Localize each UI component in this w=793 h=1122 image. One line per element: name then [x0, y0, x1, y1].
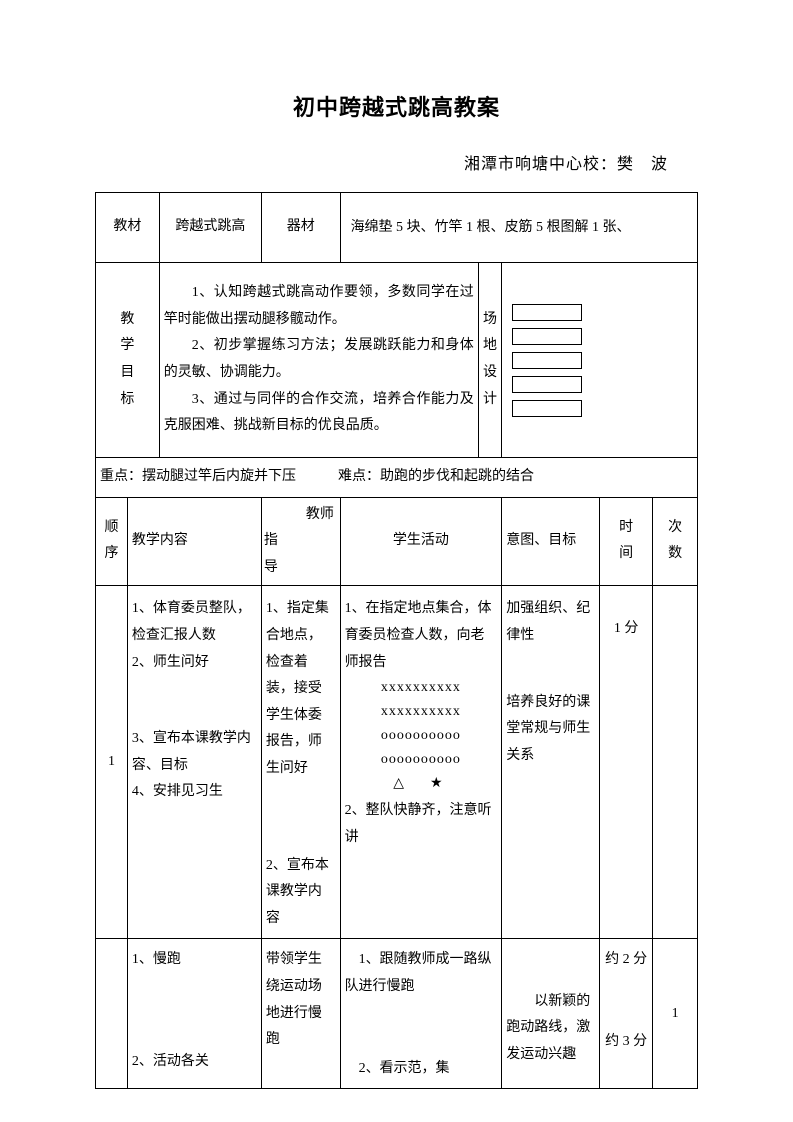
- h3b: 导: [264, 560, 278, 575]
- r2-content: 1、慢跑 2、活动各关: [127, 939, 261, 1089]
- objective-1: 1、认知跨越式跳高动作要领，多数同学在过竿时能做出摆动腿移髋动作。: [164, 280, 474, 333]
- r2-time-b: 约 3 分: [604, 1029, 648, 1056]
- r1-student: 1、在指定地点集合，体育委员检查人数，向老师报告 xxxxxxxxxx xxxx…: [340, 586, 502, 939]
- material: 跨越式跳高: [159, 193, 261, 263]
- page-title: 初中跨越式跳高教案: [95, 90, 698, 122]
- r1-content-b: 2、师生问好: [132, 650, 257, 677]
- r1-student-b: 2、整队快静齐，注意听讲: [345, 798, 498, 851]
- r2-intent: 以新颖的跑动路线，激发运动兴趣: [502, 939, 600, 1089]
- r1-content-d: 4、安排见习生: [132, 779, 257, 806]
- formation-x1: xxxxxxxxxx: [345, 676, 498, 700]
- field-l1: 场: [483, 312, 497, 327]
- r1-content-a: 1、体育委员整队，检查汇报人数: [132, 596, 257, 649]
- lesson-plan-table: 教材 跨越式跳高 器材 海绵垫 5 块、竹竿 1 根、皮筋 5 根图解 1 张、…: [95, 192, 698, 1089]
- field-boxes: [502, 263, 698, 458]
- r2-content-a: 1、慢跑: [132, 947, 257, 974]
- header-sequence: 顺 序: [96, 497, 128, 586]
- r1-intent-a: 加强组织、纪律性: [506, 596, 595, 649]
- r2-content-b: 2、活动各关: [132, 1049, 257, 1076]
- formation-o2: oooooooooo: [345, 748, 498, 772]
- h1a: 顺: [104, 520, 118, 535]
- header-content: 教学内容: [127, 497, 261, 586]
- field-box-4: [512, 376, 582, 393]
- r2-time-a: 约 2 分: [604, 947, 648, 974]
- r1-time: 1 分: [600, 586, 653, 939]
- r1-student-a: 1、在指定地点集合，体育委员检查人数，向老师报告: [345, 596, 498, 676]
- author-line: 湘潭市响塘中心校：樊 波: [95, 150, 698, 174]
- field-box-1: [512, 304, 582, 321]
- header-time: 时 间: [600, 497, 653, 586]
- r1-teacher-b: 2、宣布本课教学内容: [266, 853, 336, 933]
- field-box-2: [512, 328, 582, 345]
- r2-teacher: 带领学生绕运动场地进行慢跑: [261, 939, 340, 1089]
- r2-student-a: 1、跟随教师成一路纵队进行慢跑: [345, 947, 498, 1000]
- label-objectives: 教 学 目 标: [96, 263, 160, 458]
- formation-symbols: △ ★: [345, 771, 498, 798]
- r2-intent-text: 以新颖的跑动路线，激发运动兴趣: [506, 994, 590, 1062]
- r2-count: 1: [653, 939, 698, 1089]
- r1-content-c: 3、宣布本课教学内容、目标: [132, 726, 257, 779]
- header-teacher: 教师指 导: [261, 497, 340, 586]
- field-l4: 计: [483, 392, 497, 407]
- r1-teacher-a: 1、指定集合地点，检查着装，接受学生体委报告，师生问好: [266, 596, 336, 782]
- label-equipment: 器材: [261, 193, 340, 263]
- obj-label-2: 学: [120, 338, 134, 353]
- h1b: 序: [104, 546, 118, 561]
- obj-label-1: 教: [120, 312, 134, 327]
- formation-o1: oooooooooo: [345, 724, 498, 748]
- header-count: 次 数: [653, 497, 698, 586]
- r2-student: 1、跟随教师成一路纵队进行慢跑 2、看示范，集: [340, 939, 502, 1089]
- field-box-5: [512, 400, 582, 417]
- h7a: 次: [668, 520, 682, 535]
- objectives-text: 1、认知跨越式跳高动作要领，多数同学在过竿时能做出摆动腿移髋动作。 2、初步掌握…: [159, 263, 478, 458]
- formation-x2: xxxxxxxxxx: [345, 700, 498, 724]
- h3a: 教师指: [264, 507, 334, 549]
- obj-label-3: 目: [120, 365, 134, 380]
- h7b: 数: [668, 546, 682, 561]
- header-student: 学生活动: [340, 497, 502, 586]
- field-l2: 地: [483, 338, 497, 353]
- r2-time: 约 2 分 约 3 分: [600, 939, 653, 1089]
- r1-count: [653, 586, 698, 939]
- header-intent: 意图、目标: [502, 497, 600, 586]
- r2-num: [96, 939, 128, 1089]
- key-difficult-points: 重点：摆动腿过竿后内旋并下压 难点：助跑的步伐和起跳的结合: [96, 458, 698, 498]
- label-field: 场 地 设 计: [478, 263, 501, 458]
- h6a: 时: [619, 520, 633, 535]
- label-material: 教材: [96, 193, 160, 263]
- objective-2: 2、初步掌握练习方法；发展跳跃能力和身体的灵敏、协调能力。: [164, 333, 474, 386]
- objective-3: 3、通过与同伴的合作交流，培养合作能力及克服困难、挑战新目标的优良品质。: [164, 387, 474, 440]
- r2-student-b: 2、看示范，集: [345, 1056, 498, 1083]
- r1-num: 1: [96, 586, 128, 939]
- r1-intent: 加强组织、纪律性 培养良好的课堂常规与师生关系: [502, 586, 600, 939]
- r1-intent-b: 培养良好的课堂常规与师生关系: [506, 690, 595, 770]
- obj-label-4: 标: [120, 392, 134, 407]
- r1-teacher: 1、指定集合地点，检查着装，接受学生体委报告，师生问好 2、宣布本课教学内容: [261, 586, 340, 939]
- field-l3: 设: [483, 365, 497, 380]
- r1-content: 1、体育委员整队，检查汇报人数 2、师生问好 3、宣布本课教学内容、目标 4、安…: [127, 586, 261, 939]
- h6b: 间: [619, 546, 633, 561]
- equipment: 海绵垫 5 块、竹竿 1 根、皮筋 5 根图解 1 张、: [340, 193, 697, 263]
- field-box-3: [512, 352, 582, 369]
